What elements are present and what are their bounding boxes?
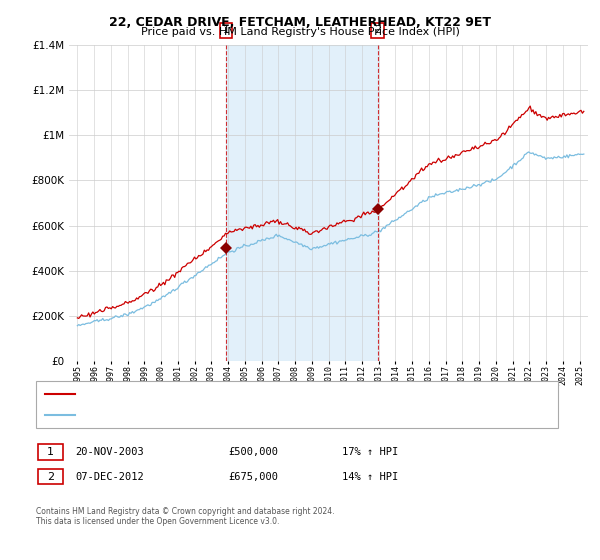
Text: 14% ↑ HPI: 14% ↑ HPI <box>342 472 398 482</box>
Bar <box>226 45 377 361</box>
Text: 2: 2 <box>374 25 381 35</box>
Text: 20-NOV-2003: 20-NOV-2003 <box>75 447 144 457</box>
Text: 2: 2 <box>47 472 54 482</box>
Text: 17% ↑ HPI: 17% ↑ HPI <box>342 447 398 457</box>
Text: 07-DEC-2012: 07-DEC-2012 <box>75 472 144 482</box>
Text: £500,000: £500,000 <box>228 447 278 457</box>
Text: 22, CEDAR DRIVE, FETCHAM, LEATHERHEAD, KT22 9ET (detached house): 22, CEDAR DRIVE, FETCHAM, LEATHERHEAD, K… <box>81 389 438 399</box>
Text: 1: 1 <box>223 25 230 35</box>
Text: £675,000: £675,000 <box>228 472 278 482</box>
Text: 22, CEDAR DRIVE, FETCHAM, LEATHERHEAD, KT22 9ET: 22, CEDAR DRIVE, FETCHAM, LEATHERHEAD, K… <box>109 16 491 29</box>
Text: Price paid vs. HM Land Registry's House Price Index (HPI): Price paid vs. HM Land Registry's House … <box>140 27 460 37</box>
Text: 1: 1 <box>47 447 54 457</box>
Text: Contains HM Land Registry data © Crown copyright and database right 2024.
This d: Contains HM Land Registry data © Crown c… <box>36 507 335 526</box>
Text: HPI: Average price, detached house, Mole Valley: HPI: Average price, detached house, Mole… <box>81 410 317 420</box>
